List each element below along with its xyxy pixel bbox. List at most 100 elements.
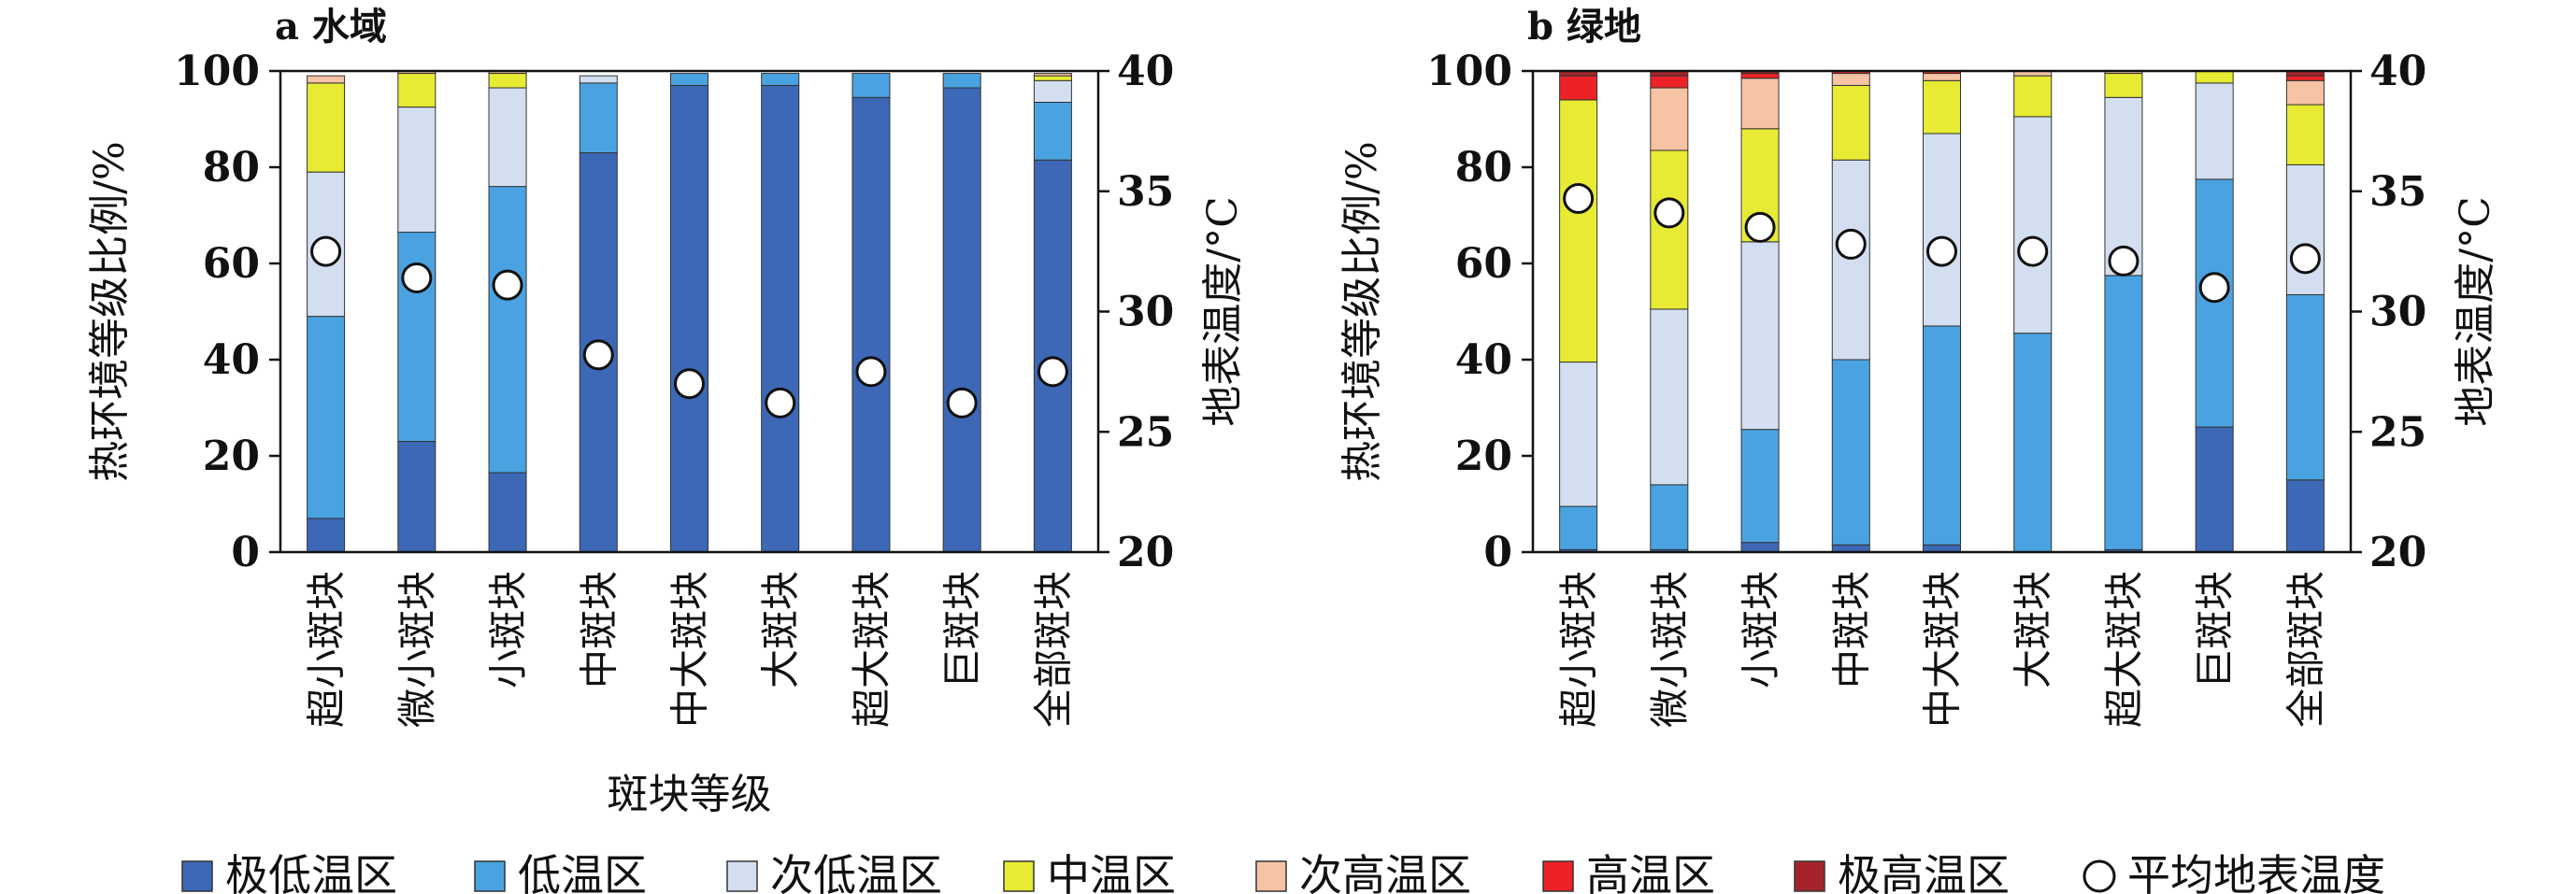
legend-label: 低温区 <box>518 850 647 894</box>
x-tick-label: 巨斑块 <box>939 571 985 688</box>
bar-segment-4 <box>488 73 527 89</box>
legend-label: 极低温区 <box>225 850 397 894</box>
mean-temperature-marker <box>1835 228 1867 260</box>
x-tick-label: 大斑块 <box>758 571 804 688</box>
y2-axis-label: 地表温度/°C <box>2452 196 2499 427</box>
bar-segment-4 <box>1033 75 1072 81</box>
bar-segment-2 <box>1740 429 1780 544</box>
mean-temperature-marker <box>2017 235 2049 267</box>
legend-label: 中温区 <box>1047 850 1176 894</box>
x-tick-label: 超小斑块 <box>1556 571 1602 728</box>
bar-segment-6 <box>2285 75 2325 81</box>
bar-segment-1 <box>397 441 436 553</box>
y2-tick-label: 30 <box>1117 289 1174 336</box>
legend-swatch <box>1255 860 1287 892</box>
mean-temperature-marker <box>855 356 887 388</box>
bar-segment-3 <box>2195 82 2234 180</box>
y-tick-label: 40 <box>203 336 260 384</box>
bar-segment-2 <box>2285 293 2325 481</box>
bar-segment-4 <box>2013 75 2053 118</box>
x-tick-label: 全部斑块 <box>2283 571 2328 728</box>
bar-segment-2 <box>1559 505 1598 550</box>
bar-segment-2 <box>2104 275 2143 550</box>
legend-swatch <box>726 860 758 892</box>
y2-tick-label: 35 <box>2369 168 2426 216</box>
x-tick-label: 中大斑块 <box>667 571 713 728</box>
legend-swatch <box>474 860 506 892</box>
bar-segment-3 <box>1831 159 1870 361</box>
y2-tick-label: 25 <box>2369 408 2426 456</box>
x-tick-label: 巨斑块 <box>2192 571 2238 688</box>
panel-greenland: b 绿地 0 20 40 60 80 100 20 25 30 35 40 超小斑块 微小斑块 小斑块 中斑块… <box>1338 5 2499 728</box>
mean-temperature-marker <box>1744 211 1776 243</box>
bar-segment-1 <box>307 518 346 553</box>
legend-label: 极高温区 <box>1838 850 2010 894</box>
bar-segment-1 <box>2195 426 2234 553</box>
y2-tick-label: 40 <box>2369 48 2426 95</box>
bar-segment-3 <box>1559 362 1598 507</box>
y2-tick-label: 25 <box>1117 408 1174 456</box>
bar-segment-3 <box>1740 241 1780 431</box>
legend-swatch <box>1003 860 1035 892</box>
x-tick-label: 全部斑块 <box>1030 571 1076 728</box>
legend-swatch <box>1794 860 1825 892</box>
bar-segment-3 <box>1650 308 1689 486</box>
legend-label: 次高温区 <box>1299 850 1471 894</box>
bar-segment-2 <box>2195 178 2234 428</box>
bar-segment-4 <box>307 82 346 173</box>
bar-segment-1 <box>761 84 800 553</box>
y2-tick-label: 35 <box>1117 168 1174 216</box>
y2-tick-label: 40 <box>1117 48 1174 95</box>
y-tick-label: 0 <box>1483 529 1512 576</box>
x-tick-label: 大斑块 <box>2011 571 2056 688</box>
mean-temperature-marker <box>674 368 705 400</box>
bar-segment-3 <box>1923 133 1961 327</box>
x-tick-label: 小斑块 <box>1738 571 1783 688</box>
y-tick-label: 20 <box>203 433 260 480</box>
bar-segment-4 <box>1650 149 1689 310</box>
bar-segment-4 <box>2285 104 2325 165</box>
y-axis-label: 热环境等级比例/% <box>86 141 134 482</box>
bar-segment-3 <box>2013 116 2053 334</box>
x-tick-label: 超大斑块 <box>849 571 894 728</box>
mean-temperature-marker <box>582 339 614 371</box>
bar-segment-5 <box>1650 87 1689 151</box>
bar-segment-1 <box>852 96 891 553</box>
bar-segment-5 <box>1740 78 1780 130</box>
mean-temperature-marker <box>492 269 523 301</box>
bar-segment-2 <box>1650 484 1689 550</box>
x-tick-label: 中大斑块 <box>1920 571 1966 728</box>
mean-temperature-marker <box>401 262 433 293</box>
bar-segment-4 <box>1831 84 1870 161</box>
y2-tick-label: 20 <box>1117 529 1174 576</box>
mean-temperature-marker <box>765 387 796 419</box>
y2-tick-label: 20 <box>2369 529 2426 576</box>
mean-temperature-marker <box>310 235 342 267</box>
bar-segment-1 <box>1740 542 1780 553</box>
bar-segment-5 <box>1033 73 1072 77</box>
mean-temperature-marker <box>1037 356 1068 388</box>
bar-segment-3 <box>488 87 527 188</box>
bar-segment-2 <box>761 73 800 86</box>
bar-segment-5 <box>1831 73 1870 86</box>
x-tick-label: 微小斑块 <box>394 571 440 728</box>
legend-label: 次低温区 <box>770 850 942 894</box>
x-tick-label: 小斑块 <box>485 571 531 688</box>
y-axis-label: 热环境等级比例/% <box>1338 141 1386 482</box>
legend-swatch <box>181 860 213 892</box>
bar-segment-5 <box>1923 73 1961 81</box>
bar-segment-1 <box>488 472 527 553</box>
mean-temperature-marker <box>946 387 978 419</box>
bar-segment-2 <box>852 73 891 98</box>
bar-segment-3 <box>579 75 618 84</box>
panel-water: a 水域 0 20 40 60 80 100 20 25 30 35 40 超小斑块 微小斑块 小斑块 中斑块… <box>86 5 1247 818</box>
x-tick-label: 微小斑块 <box>1647 571 1693 728</box>
bar-segment-6 <box>1559 75 1598 101</box>
x-tick-label: 超大斑块 <box>2101 571 2147 728</box>
bar-segment-4 <box>1923 79 1961 135</box>
y-tick-label: 20 <box>1455 433 1512 480</box>
bar-segment-4 <box>397 73 436 108</box>
y-tick-label: 40 <box>1455 336 1512 384</box>
bar-segment-2 <box>579 82 618 154</box>
x-tick-label: 中斑块 <box>576 571 622 688</box>
